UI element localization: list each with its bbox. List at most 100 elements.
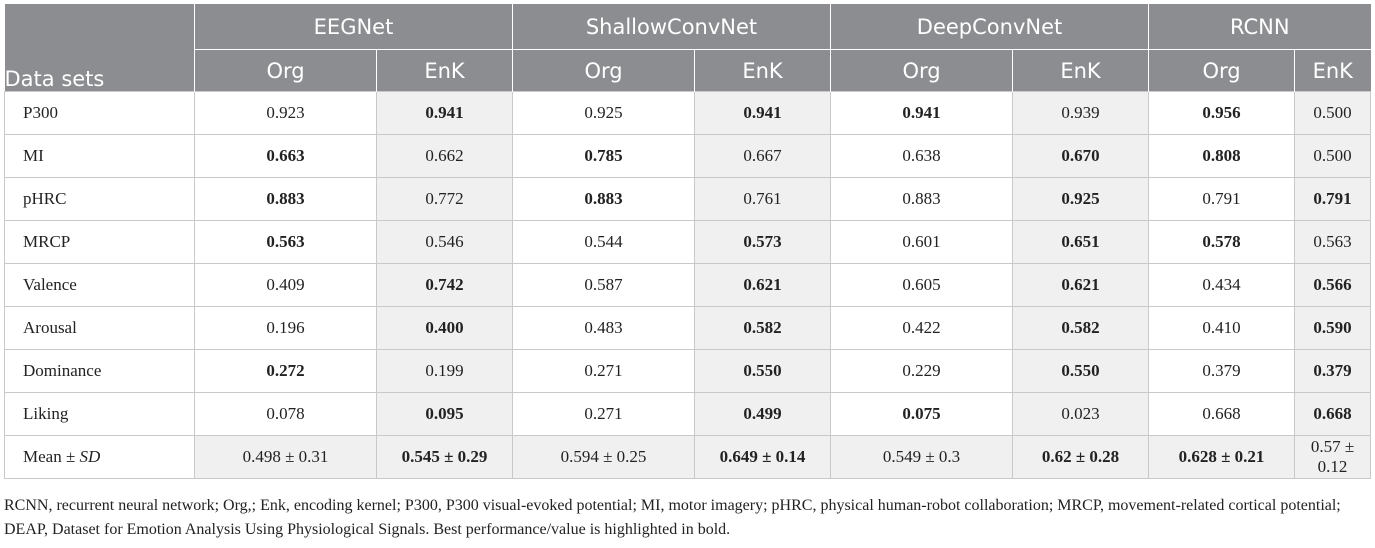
table-row: pHRC 0.883 0.772 0.883 0.761 0.883 0.925 0.791 0… bbox=[4, 177, 1372, 221]
table-cell: 0.573 bbox=[694, 220, 831, 264]
table-row: P300 0.923 0.941 0.925 0.941 0.941 0.939 0.956 0… bbox=[4, 91, 1372, 135]
row-label: Liking bbox=[4, 392, 195, 436]
sub-header-org: Org bbox=[194, 49, 377, 92]
table-cell: 0.670 bbox=[1011, 134, 1150, 178]
table-cell: 0.229 bbox=[830, 349, 1013, 393]
table-cell: 0.605 bbox=[830, 263, 1013, 307]
table-row: Arousal 0.196 0.400 0.483 0.582 0.422 0.582 0.4… bbox=[4, 306, 1372, 350]
table-cell: 0.550 bbox=[694, 349, 831, 393]
table-cell: 0.594 ± 0.25 bbox=[512, 435, 695, 479]
table-cell: 0.578 bbox=[1148, 220, 1296, 264]
mean-row: Mean ± SD 0.498 ± 0.31 0.545 ± 0.29 0.594 ±… bbox=[4, 435, 1372, 479]
datasets-header: Data sets bbox=[4, 4, 195, 92]
table-body: P300 0.923 0.941 0.925 0.941 0.941 0.939 0.956 0… bbox=[4, 91, 1372, 479]
table-cell: 0.563 bbox=[1294, 220, 1372, 264]
table-cell: 0.500 bbox=[1294, 134, 1372, 178]
row-label: MI bbox=[4, 134, 195, 178]
mean-label-sd: SD bbox=[79, 447, 101, 466]
table-footnote: RCNN, recurrent neural network; Org,; En… bbox=[4, 497, 1341, 538]
model-header-deepconvnet: DeepConvNet bbox=[830, 4, 1150, 50]
model-header-row: Data sets EEGNet ShallowConvNet DeepConv… bbox=[4, 4, 1371, 92]
table-cell: 0.566 bbox=[1294, 263, 1372, 307]
table-cell: 0.582 bbox=[1011, 306, 1150, 350]
results-table: Data sets EEGNet ShallowConvNet DeepConv… bbox=[4, 4, 1372, 479]
sub-header-row: Org EnK Org EnK Org EnK Org EnK bbox=[5, 49, 1371, 92]
table-cell: 0.925 bbox=[512, 91, 695, 135]
table-cell: 0.379 bbox=[1148, 349, 1296, 393]
table-cell: 0.422 bbox=[830, 306, 1013, 350]
table-cell: 0.663 bbox=[194, 134, 377, 178]
table-row: Valence 0.409 0.742 0.587 0.621 0.605 0.621 0.4… bbox=[4, 263, 1372, 307]
table-cell: 0.409 bbox=[194, 263, 377, 307]
table-cell: 0.410 bbox=[1148, 306, 1296, 350]
table-cell: 0.57 ± 0.12 bbox=[1294, 435, 1372, 479]
table-row: MI 0.663 0.662 0.785 0.667 0.638 0.670 0.808 0.5… bbox=[4, 134, 1372, 178]
table-cell: 0.791 bbox=[1294, 177, 1372, 221]
model-header-eegnet: EEGNet bbox=[194, 4, 513, 50]
table-cell: 0.621 bbox=[694, 263, 831, 307]
table-cell: 0.271 bbox=[512, 349, 695, 393]
sub-header-enk: EnK bbox=[1012, 49, 1150, 92]
row-label: Valence bbox=[4, 263, 195, 307]
table-cell: 0.667 bbox=[694, 134, 831, 178]
sub-header-org: Org bbox=[1148, 49, 1296, 92]
table-cell: 0.199 bbox=[376, 349, 513, 393]
row-label: pHRC bbox=[4, 177, 195, 221]
model-header-rcnn: RCNN bbox=[1148, 4, 1371, 50]
row-label: Arousal bbox=[4, 306, 195, 350]
table-row: Dominance 0.272 0.199 0.271 0.550 0.229 0.550 0… bbox=[4, 349, 1372, 393]
table-cell: 0.601 bbox=[830, 220, 1013, 264]
table-cell: 0.379 bbox=[1294, 349, 1372, 393]
mean-label-prefix: Mean ± bbox=[23, 447, 80, 466]
table-cell: 0.956 bbox=[1148, 91, 1296, 135]
table-cell: 0.939 bbox=[1011, 91, 1150, 135]
table-cell: 0.078 bbox=[194, 392, 377, 436]
row-label: Dominance bbox=[4, 349, 195, 393]
table-cell: 0.772 bbox=[376, 177, 513, 221]
sub-header-org: Org bbox=[512, 49, 695, 92]
table-cell: 0.761 bbox=[694, 177, 831, 221]
table-cell: 0.549 ± 0.3 bbox=[830, 435, 1013, 479]
table-cell: 0.883 bbox=[830, 177, 1013, 221]
table-cell: 0.498 ± 0.31 bbox=[194, 435, 377, 479]
table-cell: 0.791 bbox=[1148, 177, 1296, 221]
table-cell: 0.434 bbox=[1148, 263, 1296, 307]
table-cell: 0.651 bbox=[1011, 220, 1150, 264]
table-cell: 0.808 bbox=[1148, 134, 1296, 178]
table-cell: 0.563 bbox=[194, 220, 377, 264]
table-cell: 0.545 ± 0.29 bbox=[376, 435, 513, 479]
table-cell: 0.649 ± 0.14 bbox=[694, 435, 831, 479]
table-cell: 0.742 bbox=[376, 263, 513, 307]
sub-header-org: Org bbox=[830, 49, 1013, 92]
table-cell: 0.544 bbox=[512, 220, 695, 264]
table-row: Liking 0.078 0.095 0.271 0.499 0.075 0.023 0.66… bbox=[4, 392, 1372, 436]
sub-header-enk: EnK bbox=[694, 49, 831, 92]
table-cell: 0.923 bbox=[194, 91, 377, 135]
table-cell: 0.941 bbox=[830, 91, 1013, 135]
table-cell: 0.638 bbox=[830, 134, 1013, 178]
table-cell: 0.662 bbox=[376, 134, 513, 178]
table-cell: 0.883 bbox=[194, 177, 377, 221]
row-label: P300 bbox=[4, 91, 195, 135]
table-cell: 0.925 bbox=[1011, 177, 1150, 221]
table-cell: 0.941 bbox=[376, 91, 513, 135]
table-cell: 0.883 bbox=[512, 177, 695, 221]
table-cell: 0.550 bbox=[1011, 349, 1150, 393]
table-cell: 0.668 bbox=[1294, 392, 1372, 436]
table-cell: 0.587 bbox=[512, 263, 695, 307]
table-cell: 0.095 bbox=[376, 392, 513, 436]
table-cell: 0.628 ± 0.21 bbox=[1148, 435, 1296, 479]
table-cell: 0.272 bbox=[194, 349, 377, 393]
table-cell: 0.483 bbox=[512, 306, 695, 350]
table-cell: 0.400 bbox=[376, 306, 513, 350]
table-cell: 0.785 bbox=[512, 134, 695, 178]
table-cell: 0.668 bbox=[1148, 392, 1296, 436]
table-row: MRCP 0.563 0.546 0.544 0.573 0.601 0.651 0.578 0… bbox=[4, 220, 1372, 264]
table-cell: 0.621 bbox=[1011, 263, 1150, 307]
sub-header-enk: EnK bbox=[1294, 49, 1371, 92]
table-cell: 0.590 bbox=[1294, 306, 1372, 350]
table-cell: 0.499 bbox=[694, 392, 831, 436]
mean-label: Mean ± SD bbox=[4, 435, 195, 479]
table-cell: 0.546 bbox=[376, 220, 513, 264]
model-header-shallowconvnet: ShallowConvNet bbox=[512, 4, 831, 50]
